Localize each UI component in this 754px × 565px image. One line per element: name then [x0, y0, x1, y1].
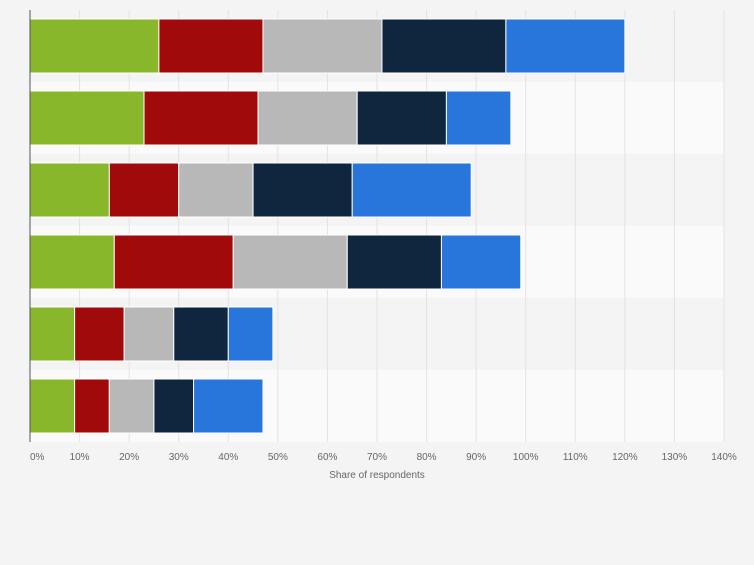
- bar-segment-row5-series5: [227, 306, 274, 362]
- x-tick-label: 20%: [119, 452, 139, 463]
- bar-segment-row2-series5: [445, 90, 512, 146]
- bar-segment-row3-series5: [351, 162, 472, 218]
- x-tick-label: 90%: [466, 452, 486, 463]
- bar-segment-row2-series1: [29, 90, 145, 146]
- bar-segment-row4-series5: [440, 234, 522, 290]
- bar-segment-row1-series3: [262, 18, 383, 74]
- bar-segment-row3-series2: [108, 162, 180, 218]
- bar-segment-row1-series2: [158, 18, 264, 74]
- bar-segment-row6-series1: [29, 378, 76, 434]
- x-tick-label: 80%: [417, 452, 437, 463]
- bar-segment-row2-series4: [356, 90, 447, 146]
- x-tick-label: 30%: [169, 452, 189, 463]
- x-tick-label: 60%: [317, 452, 337, 463]
- x-tick-label: 40%: [218, 452, 238, 463]
- bar-segment-row3-series3: [178, 162, 254, 218]
- bar-segment-row4-series4: [346, 234, 442, 290]
- bar-segment-row6-series3: [108, 378, 155, 434]
- x-tick-label: 110%: [563, 452, 588, 463]
- x-tick-label: 50%: [268, 452, 288, 463]
- bar-segment-row5-series4: [173, 306, 229, 362]
- bar-segment-row4-series1: [29, 234, 115, 290]
- x-tick-label: 100%: [513, 452, 539, 463]
- x-axis-title: Share of respondents: [329, 470, 425, 481]
- bar-segment-row5-series2: [74, 306, 125, 362]
- bar-segment-row2-series2: [143, 90, 259, 146]
- x-axis-ticks: 0% 10% 20% 30% 40% 50% 60% 70% 80% 90% 100% 110% 120…: [30, 452, 737, 463]
- x-tick-label: 70%: [367, 452, 387, 463]
- bar-segment-row4-series2: [113, 234, 234, 290]
- bar-segment-row2-series3: [257, 90, 358, 146]
- bar-segment-row4-series3: [232, 234, 348, 290]
- gridlines: [79, 10, 725, 442]
- bars: [29, 18, 626, 434]
- x-tick-label: 120%: [612, 452, 638, 463]
- bar-segment-row3-series1: [29, 162, 110, 218]
- bar-segment-row5-series3: [123, 306, 175, 362]
- bar-segment-row5-series1: [29, 306, 76, 362]
- bar-segment-row1-series4: [381, 18, 507, 74]
- x-tick-label: 140%: [711, 452, 737, 463]
- bar-segment-row1-series1: [29, 18, 160, 74]
- bar-segment-row3-series4: [252, 162, 353, 218]
- bar-segment-row1-series5: [505, 18, 626, 74]
- bar-segment-row6-series5: [193, 378, 264, 434]
- x-tick-label: 10%: [70, 452, 90, 463]
- bar-segment-row6-series2: [74, 378, 110, 434]
- x-tick-label: 130%: [662, 452, 688, 463]
- bar-segment-row6-series4: [153, 378, 195, 434]
- x-tick-label: 0%: [30, 452, 45, 463]
